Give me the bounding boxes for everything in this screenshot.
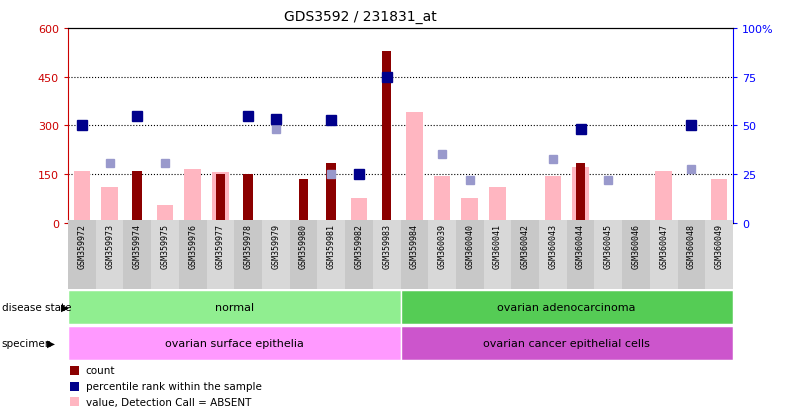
Text: GSM359984: GSM359984 [410, 223, 419, 268]
Text: GSM360044: GSM360044 [576, 223, 585, 268]
Bar [576, 163, 586, 223]
Text: GSM359977: GSM359977 [216, 223, 225, 268]
Text: GSM360041: GSM360041 [493, 223, 502, 268]
Text: GSM360040: GSM360040 [465, 223, 474, 268]
Bar [400, 290, 733, 324]
Bar [622, 221, 650, 289]
Text: normal: normal [215, 302, 254, 312]
Bar [157, 205, 173, 223]
Text: GSM359979: GSM359979 [272, 223, 280, 268]
Text: GSM360043: GSM360043 [549, 223, 557, 268]
Text: ovarian surface epithelia: ovarian surface epithelia [165, 338, 304, 348]
Bar [235, 221, 262, 289]
Bar [68, 326, 400, 360]
Bar [382, 52, 392, 223]
Bar [132, 171, 143, 223]
Bar [456, 221, 484, 289]
Bar [212, 173, 229, 223]
Text: ▶: ▶ [61, 302, 69, 312]
Bar [215, 174, 225, 223]
Text: GDS3592 / 231831_at: GDS3592 / 231831_at [284, 10, 437, 24]
Bar [655, 171, 672, 223]
Bar [400, 221, 429, 289]
Bar [290, 221, 317, 289]
Text: GSM360042: GSM360042 [521, 223, 529, 268]
Bar [262, 221, 290, 289]
Bar [567, 221, 594, 289]
Bar [489, 188, 505, 223]
Bar [96, 221, 123, 289]
Bar [434, 176, 450, 223]
Bar [710, 179, 727, 223]
Text: GSM360046: GSM360046 [631, 223, 641, 268]
Bar [545, 176, 562, 223]
Text: ovarian cancer epithelial cells: ovarian cancer epithelial cells [483, 338, 650, 348]
Text: GSM359973: GSM359973 [105, 223, 114, 268]
Text: GSM359978: GSM359978 [244, 223, 252, 268]
Text: GSM360047: GSM360047 [659, 223, 668, 268]
Bar [429, 221, 456, 289]
Text: percentile rank within the sample: percentile rank within the sample [86, 381, 262, 391]
Text: GSM360045: GSM360045 [604, 223, 613, 268]
Text: disease state: disease state [2, 302, 71, 312]
Bar [184, 170, 201, 223]
Bar [705, 221, 733, 289]
Text: GSM359974: GSM359974 [133, 223, 142, 268]
Bar [511, 221, 539, 289]
Bar [650, 221, 678, 289]
Bar [317, 221, 345, 289]
Text: ▶: ▶ [47, 338, 55, 348]
Bar [244, 174, 253, 223]
Bar [151, 221, 179, 289]
Bar [484, 221, 511, 289]
Text: count: count [86, 366, 115, 375]
Bar [74, 171, 91, 223]
Bar [678, 221, 705, 289]
Bar [101, 188, 118, 223]
Bar [572, 168, 589, 223]
Bar [461, 199, 478, 223]
Bar [351, 199, 367, 223]
Bar [594, 221, 622, 289]
Text: GSM359980: GSM359980 [299, 223, 308, 268]
Bar [179, 221, 207, 289]
Bar [68, 221, 96, 289]
Text: specimen: specimen [2, 338, 52, 348]
Bar [299, 179, 308, 223]
Text: GSM360049: GSM360049 [714, 223, 723, 268]
Bar [123, 221, 151, 289]
Text: GSM359982: GSM359982 [355, 223, 364, 268]
Bar [326, 163, 336, 223]
Text: GSM360039: GSM360039 [437, 223, 446, 268]
Bar [372, 221, 400, 289]
Text: GSM359981: GSM359981 [327, 223, 336, 268]
Bar [68, 290, 400, 324]
Text: GSM359983: GSM359983 [382, 223, 391, 268]
Text: GSM360048: GSM360048 [687, 223, 696, 268]
Bar [207, 221, 235, 289]
Bar [345, 221, 372, 289]
Text: GSM359972: GSM359972 [78, 223, 87, 268]
Text: GSM359976: GSM359976 [188, 223, 197, 268]
Text: ovarian adenocarcinoma: ovarian adenocarcinoma [497, 302, 636, 312]
Text: value, Detection Call = ABSENT: value, Detection Call = ABSENT [86, 397, 251, 407]
Bar [406, 113, 423, 223]
Text: GSM359975: GSM359975 [160, 223, 170, 268]
Bar [539, 221, 567, 289]
Bar [400, 326, 733, 360]
